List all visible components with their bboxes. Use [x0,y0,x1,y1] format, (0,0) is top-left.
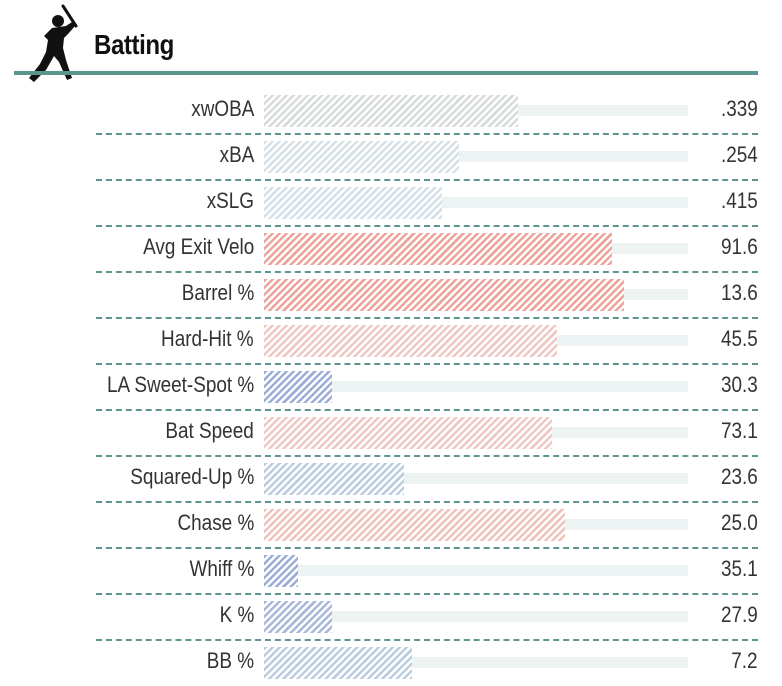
metric-row: Barrel % 13.6 [0,272,782,319]
row-divider [96,409,758,411]
metric-label: Avg Exit Velo [142,234,254,259]
metric-label: Bat Speed [165,418,254,443]
percentile-bar [264,325,557,357]
row-divider [96,547,758,549]
metric-value: 73.1 [721,418,758,443]
metric-row: Hard-Hit % 45.5 [0,318,782,365]
metric-row: Squared-Up % 23.6 [0,456,782,503]
row-divider [96,593,758,595]
bar-track [264,151,688,162]
metric-row: Whiff % 35.1 [0,548,782,595]
metric-label: xwOBA [190,96,254,121]
metric-label: xSLG [206,188,254,213]
percentile-bar [264,463,404,495]
percentile-bar [264,555,298,587]
row-divider [96,455,758,457]
bar-track [264,473,688,484]
metric-row: Avg Exit Velo 91.6 [0,226,782,273]
metric-row: BB % 7.2 [0,640,782,686]
row-divider [96,639,758,641]
percentile-bar [264,141,459,173]
row-divider [96,363,758,365]
metric-label: LA Sweet-Spot % [106,372,254,397]
metric-value: 7.2 [731,648,758,673]
metric-label: Squared-Up % [129,464,254,489]
metric-value: 25.0 [721,510,758,535]
metric-row: xwOBA .339 [0,88,782,135]
metric-row: K % 27.9 [0,594,782,641]
percentile-bar [264,601,332,633]
metric-label: BB % [206,648,254,673]
section-title: Batting [94,29,174,60]
row-divider [96,501,758,503]
metric-label: Chase % [177,510,254,535]
metric-label: Barrel % [181,280,254,305]
metric-row: LA Sweet-Spot % 30.3 [0,364,782,411]
metric-value: 30.3 [721,372,758,397]
section-header: Batting [0,0,782,82]
bar-track [264,197,688,208]
metric-row: xBA .254 [0,134,782,181]
row-divider [96,317,758,319]
row-divider [96,225,758,227]
metric-label: K % [219,602,254,627]
metric-value: 13.6 [721,280,758,305]
metric-label: Whiff % [189,556,254,581]
percentile-bar [264,417,552,449]
metric-value: .339 [721,96,758,121]
metric-value: .254 [721,142,758,167]
percentile-bar [264,233,612,265]
row-divider [96,271,758,273]
metric-label: Hard-Hit % [161,326,254,351]
row-divider [96,133,758,135]
metric-row: Chase % 25.0 [0,502,782,549]
bar-track [264,611,688,622]
bar-track [264,565,688,576]
metric-row: Bat Speed 73.1 [0,410,782,457]
percentile-bar [264,509,565,541]
metric-label: xBA [219,142,254,167]
metric-value: .415 [721,188,758,213]
percentile-bar [264,371,332,403]
metric-value: 35.1 [721,556,758,581]
batter-silhouette-icon [29,4,78,82]
bar-track [264,381,688,392]
row-divider [96,179,758,181]
metric-value: 27.9 [721,602,758,627]
metric-value: 23.6 [721,464,758,489]
bar-track [264,657,688,668]
percentile-bar [264,187,442,219]
percentile-bar [264,647,412,679]
percentile-bar [264,279,624,311]
title-rule [14,71,758,75]
percentile-bar [264,95,518,127]
metric-value: 45.5 [721,326,758,351]
metric-row: xSLG .415 [0,180,782,227]
metric-value: 91.6 [721,234,758,259]
